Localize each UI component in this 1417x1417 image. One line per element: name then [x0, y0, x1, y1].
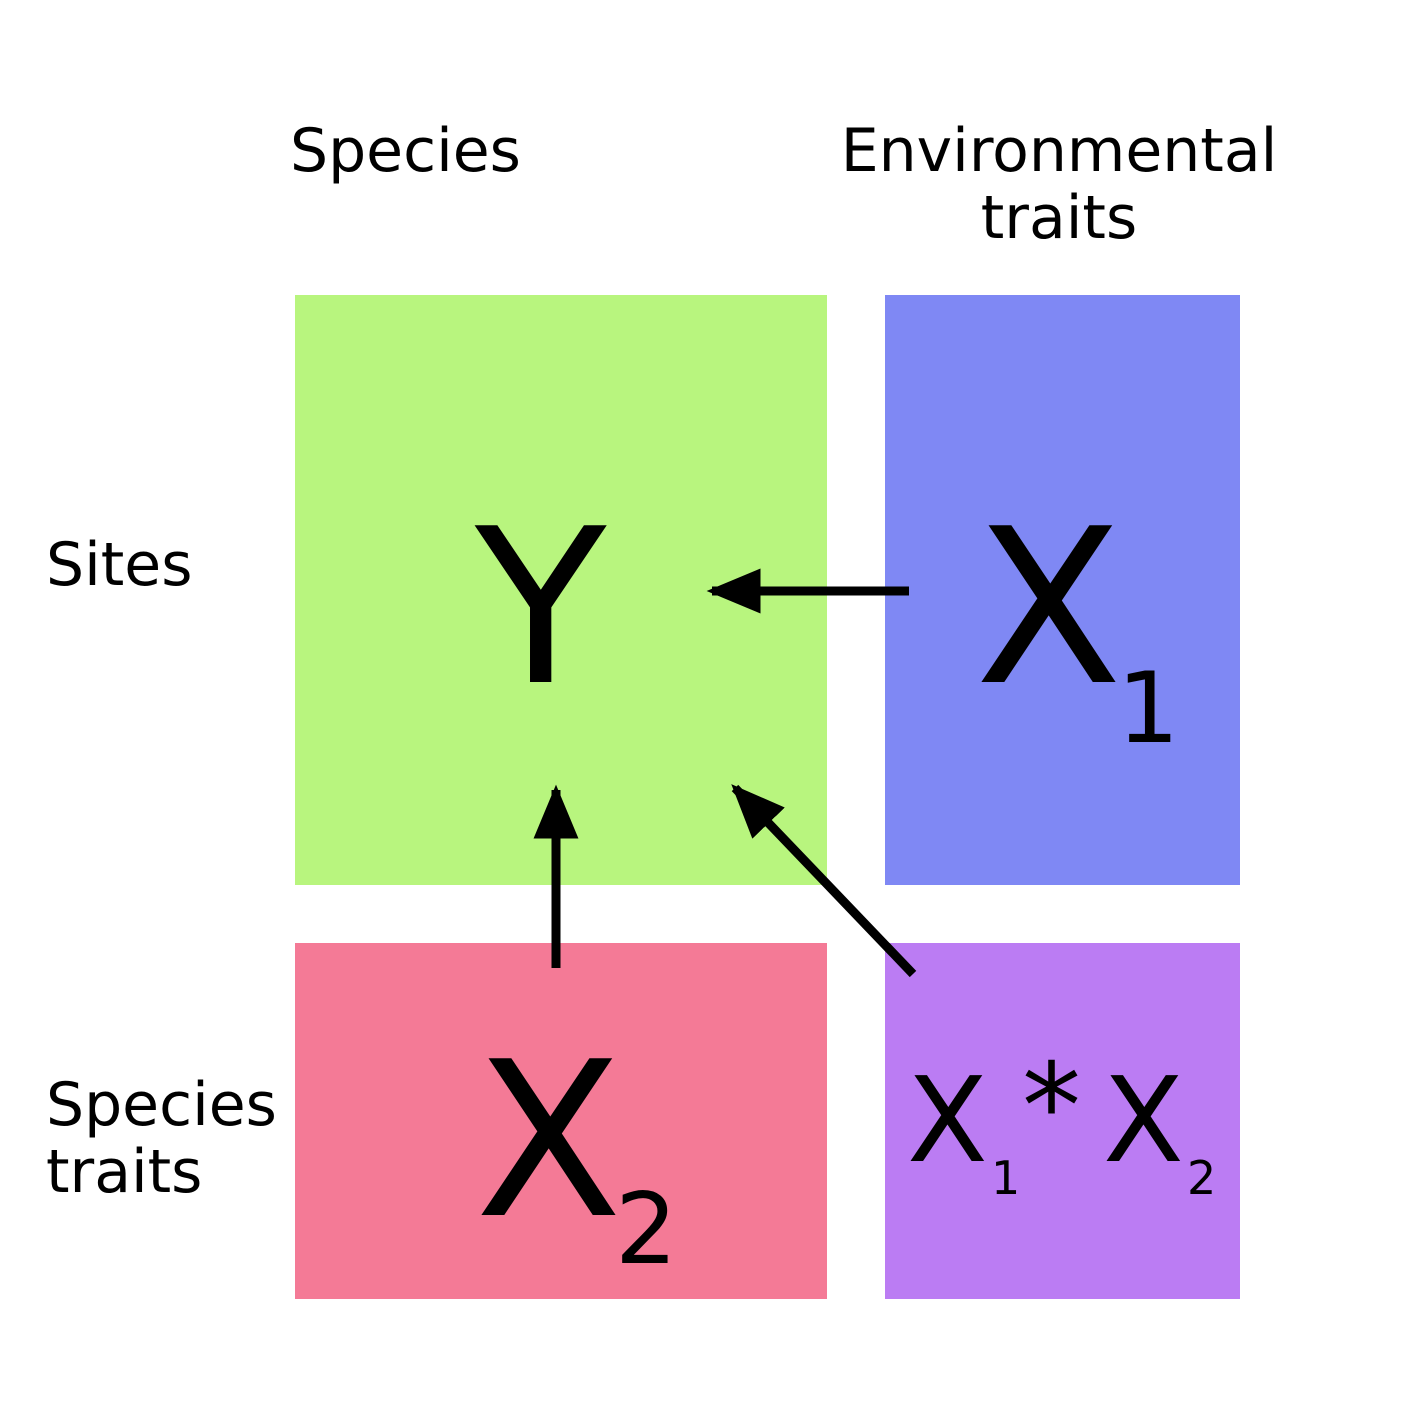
species-traits-row-label-line2: traits	[46, 1137, 203, 1208]
species-traits-row-label-line1: Species	[46, 1070, 277, 1140]
y-symbol: Y	[475, 482, 607, 733]
environmental-traits-header: Environmental traits	[830, 116, 1288, 254]
x1x2-second-subscript: 2	[1187, 1151, 1217, 1205]
y-matrix-block: Y	[295, 295, 827, 885]
x2-subscript: 2	[615, 1173, 678, 1287]
environmental-traits-header-line1: Environmental	[840, 116, 1278, 186]
x1-subscript: 1	[1117, 652, 1180, 766]
x1x2-first-symbol: X	[907, 1051, 988, 1189]
x1x2-operator: *	[1022, 1037, 1081, 1175]
x1-matrix-block: X 1	[885, 295, 1240, 885]
x2-symbol: X	[475, 1015, 623, 1266]
x1-symbol: X	[975, 482, 1123, 733]
environmental-traits-header-line2: traits	[980, 183, 1138, 254]
species-column-header: Species	[290, 116, 521, 186]
x2-matrix-block: X 2	[295, 943, 827, 1299]
x1x2-second-symbol: X	[1103, 1051, 1184, 1189]
sites-row-label: Sites	[46, 530, 193, 600]
x1x2-first-subscript: 1	[991, 1151, 1021, 1205]
species-traits-row-label: Species traits	[46, 1070, 277, 1208]
x1x2-matrix-block: X 1 * X 2	[885, 943, 1240, 1299]
